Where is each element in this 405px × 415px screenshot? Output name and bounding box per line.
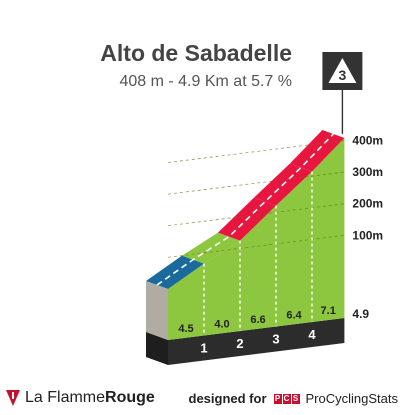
segment-front	[204, 240, 240, 336]
y-tick-label: 100m	[352, 228, 383, 242]
brand-la-flamme: La Flamme	[25, 389, 106, 406]
side-wall	[146, 281, 168, 340]
km-marker-label: 1	[200, 341, 207, 356]
pcs-badge-icon: P C S	[273, 393, 301, 404]
category-badge-label: 3	[339, 67, 347, 83]
km-marker-label: 2	[236, 336, 243, 351]
gradient-label: 4.0	[214, 318, 229, 330]
km-marker-label: 3	[272, 332, 279, 347]
y-tick-label: 400m	[352, 133, 383, 147]
segment-top	[290, 129, 345, 172]
climb-subtitle: 408 m - 4.9 Km at 5.7 %	[119, 73, 292, 90]
base-bar	[168, 317, 345, 365]
mountain-triangle-icon	[328, 58, 357, 83]
climb-header: Alto de Sabadelle 408 m - 4.9 Km at 5.7 …	[100, 42, 292, 90]
road-line	[156, 133, 334, 286]
segment-front	[276, 171, 312, 327]
brand-rouge: Rouge	[105, 389, 155, 406]
climb-title: Alto de Sabadelle	[100, 40, 292, 66]
gradient-label: 7.1	[321, 305, 336, 317]
flamme-rouge-icon	[6, 390, 20, 406]
elevation-profile-chart: 100m 200m 300m 400m 4.5 4.0 6.6 6.4 7.1 1 2 3 4 4.9 3	[146, 52, 383, 365]
pcs-badge-letter: C	[282, 393, 291, 404]
designed-for-label: designed for	[188, 391, 267, 406]
la-flamme-rouge-logo: La Flamme Rouge	[6, 389, 155, 407]
segment-front	[168, 263, 204, 340]
km-marker-label: 4	[308, 327, 316, 342]
pcs-credit: designed for P C S ProCyclingStats	[189, 391, 399, 406]
pcs-badge-letter: S	[291, 393, 300, 404]
base-bar-side	[146, 332, 168, 365]
segment-front	[312, 137, 345, 322]
pcs-name: ProCyclingStats	[305, 391, 398, 406]
pcs-badge-letter: P	[273, 393, 282, 404]
gradient-label: 6.6	[250, 314, 265, 326]
gradient-label: 6.4	[286, 309, 302, 321]
segment-front	[240, 205, 276, 331]
gradient-label: 4.5	[178, 323, 193, 335]
y-tick-label: 300m	[352, 165, 383, 179]
end-distance-label: 4.9	[352, 307, 369, 321]
y-tick-label: 200m	[352, 197, 383, 211]
